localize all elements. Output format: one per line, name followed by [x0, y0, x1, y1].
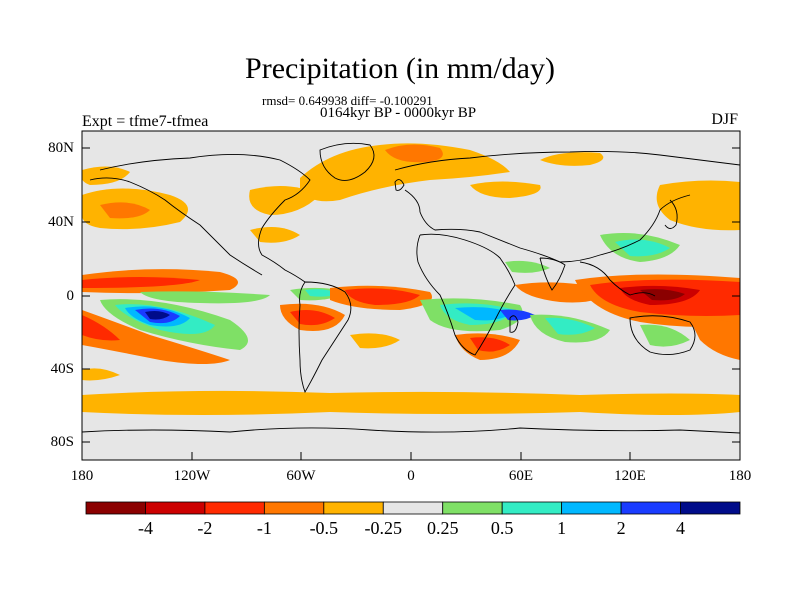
- anomaly-eq-pacific-wet: [140, 291, 270, 304]
- colorbar-label: -2: [197, 518, 213, 538]
- lat-label-80s: 80S: [50, 434, 74, 450]
- lon-label-60e: 60E: [508, 468, 534, 484]
- anomaly-south-america-core: [290, 310, 335, 326]
- anomaly-tropical-atlantic-core: [345, 288, 420, 305]
- coast-antarctica: [82, 427, 740, 434]
- map-plot-area: [82, 131, 740, 460]
- coast-greenland: [319, 142, 375, 181]
- anomaly-north-pacific-core: [100, 202, 150, 219]
- anomaly-africa-wet-core: [500, 309, 535, 321]
- anomaly-arabian: [505, 260, 550, 273]
- anomaly-south-pacific-wet-peak: [145, 311, 170, 320]
- colorbar-label: 1: [557, 518, 567, 538]
- lon-label-120w: 120W: [173, 468, 211, 484]
- lon-label-180w: 180: [70, 468, 94, 484]
- lon-label-60w: 60W: [286, 468, 316, 484]
- lon-label-120e: 120E: [614, 468, 646, 484]
- experiment-label: Expt = tfme7-tfmea: [82, 113, 209, 130]
- anomaly-australia: [640, 324, 690, 347]
- anomaly-sub-antarctic: [82, 368, 120, 381]
- coast-north-america: [99, 154, 311, 283]
- coastlines: [82, 142, 740, 434]
- anomaly-gulf: [250, 226, 300, 243]
- colorbar-label: -4: [137, 518, 153, 538]
- anomaly-africa-wet-high: [455, 307, 512, 321]
- colorbar-swatch: [85, 501, 146, 515]
- anomaly-maritime-continent-core: [640, 289, 685, 301]
- coast-madagascar: [509, 315, 519, 333]
- lat-label-0: 0: [66, 288, 75, 304]
- anomaly-tropical-pacific-core: [82, 277, 200, 288]
- colorbar-swatch: [501, 501, 563, 515]
- anomaly-west-pacific-wet-core: [615, 239, 670, 257]
- colorbar-label: -1: [256, 518, 272, 538]
- axis-ticks: [81, 147, 741, 460]
- colorbar: [85, 501, 741, 515]
- anomaly-tasman: [690, 319, 740, 360]
- colorbar-label: -0.5: [309, 518, 339, 538]
- coast-japan: [664, 199, 678, 229]
- period-subtitle: 0164kyr BP - 0000kyr BP: [320, 105, 477, 121]
- colorbar-label: 4: [676, 518, 686, 538]
- anomaly-north-atlantic-core: [385, 144, 443, 163]
- lat-label-40n: 40N: [48, 214, 74, 230]
- colorbar-swatch: [680, 501, 741, 515]
- anomaly-alaska: [82, 166, 130, 185]
- lon-label-180e: 180: [728, 468, 752, 484]
- colorbar-swatch: [263, 501, 325, 515]
- coast-southeast-asia: [579, 261, 656, 297]
- coast-eurasia: [394, 150, 740, 263]
- colorbar-label: 0.5: [490, 518, 514, 538]
- lat-label-40s: 40S: [50, 361, 74, 377]
- colorbar-label: -0.25: [364, 518, 403, 538]
- colorbar-label: 0.25: [426, 518, 459, 538]
- anomaly-south-pacific-dry: [82, 310, 230, 364]
- colorbar-swatch: [323, 501, 384, 515]
- anomaly-southern-africa-core: [470, 337, 510, 352]
- colorbar-swatch: [145, 501, 206, 515]
- coast-africa: [416, 233, 516, 356]
- anomaly-central-asia: [470, 181, 541, 198]
- lat-label-80n: 80N: [48, 140, 74, 156]
- anomaly-north-atlantic: [300, 143, 510, 202]
- colorbar-swatch: [620, 501, 681, 515]
- map-title: Precipitation (in mm/day): [245, 52, 555, 85]
- anomaly-south-atlantic: [350, 333, 400, 349]
- anomaly-indian-wet-core: [545, 317, 595, 335]
- coast-uk: [394, 179, 405, 191]
- colorbar-swatch: [204, 501, 265, 515]
- coast-alaska: [89, 177, 263, 276]
- colorbar-swatch: [382, 501, 444, 515]
- colorbar-swatch: [442, 501, 503, 515]
- season-label: DJF: [711, 111, 738, 128]
- coast-australia: [629, 315, 696, 355]
- coast-india: [539, 257, 566, 291]
- precip-anomaly-field: [82, 143, 740, 415]
- anomaly-siberia: [540, 152, 604, 166]
- anomaly-southern-ocean: [82, 390, 740, 415]
- stats-subtitle: rmsd= 0.649938 diff= -0.100291: [262, 93, 433, 108]
- colorbar-swatch: [561, 501, 622, 515]
- lon-label-0: 0: [407, 468, 415, 484]
- colorbar-label: 2: [616, 518, 626, 538]
- anomaly-south-pacific-dry-core: [82, 315, 120, 341]
- coast-south-america: [298, 281, 352, 394]
